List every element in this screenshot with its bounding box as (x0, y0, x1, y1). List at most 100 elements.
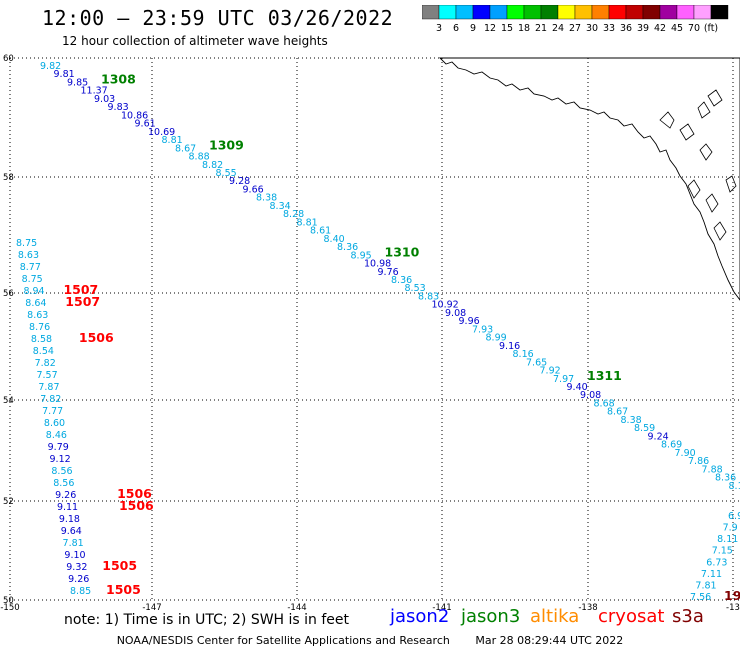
wave-height-label: 9.32 (66, 562, 87, 573)
wave-height-label: 9.66 (243, 184, 264, 195)
wave-height-label: 8.13 (729, 481, 740, 492)
legend-label: 33 (603, 23, 615, 34)
wave-height-label: 8.56 (53, 478, 74, 489)
legend-label: 36 (620, 23, 632, 34)
credit-timestamp: Mar 28 08:29:44 UTC 2022 (475, 634, 624, 647)
pass-time-label: 1311 (587, 368, 622, 383)
wave-height-label: 8.54 (33, 346, 54, 357)
wave-height-label: 8.68 (594, 398, 615, 409)
satellite-legend-cryosat: cryosat (598, 606, 665, 627)
legend-label: 27 (569, 23, 581, 34)
longitude-tick-label: -141 (432, 603, 451, 612)
longitude-tick-label: -13 (726, 603, 740, 612)
coastline-path (438, 57, 740, 301)
wave-height-label: 8.94 (23, 286, 44, 297)
satellite-legend-jason3: jason3 (461, 606, 521, 627)
wave-height-label: 9.26 (68, 574, 89, 585)
legend-label: 70 (688, 23, 700, 34)
pass-time-label: 1506 (79, 330, 114, 345)
altimeter-tracks: 9.829.819.8511.379.039.8310.869.6110.698… (16, 61, 740, 603)
wave-height-label: 8.36 (391, 275, 412, 286)
wave-height-label: 7.77 (42, 406, 63, 417)
legend-label: 39 (637, 23, 649, 34)
wave-height-label: 6.9 (728, 511, 740, 522)
credit-line: NOAA/NESDIS Center for Satellite Applica… (0, 634, 740, 647)
legend-label: 21 (535, 23, 547, 34)
wave-height-label: 8.56 (51, 466, 72, 477)
pass-time-label: 19 (724, 588, 740, 603)
wave-height-label: 8.60 (44, 418, 65, 429)
wave-height-label: 7.81 (695, 580, 716, 591)
wave-height-label: 8.63 (18, 250, 39, 261)
wave-height-label: 8.40 (324, 234, 345, 245)
axis-labels: -150 -147 -144 -141 -138 -13 60 58 56 54 52 50 (0, 54, 740, 612)
footer-note: note: 1) Time is in UTC; 2) SWH is in fe… (64, 612, 350, 628)
wave-height-label: 8.67 (175, 143, 196, 154)
legend-label: 18 (518, 23, 530, 34)
longitude-tick-label: -150 (0, 603, 19, 612)
wave-height-label: 7.82 (40, 394, 61, 405)
wave-height-label: 8.81 (297, 217, 318, 228)
wave-height-label: 8.53 (405, 283, 426, 294)
wave-height-label: 8.83 (418, 291, 439, 302)
pass-time-label: 1506 (119, 498, 154, 513)
legend-label: 15 (501, 23, 513, 34)
wave-height-label: 9.83 (108, 102, 129, 113)
satellite-legend-jason2: jason2 (390, 606, 450, 627)
coastline-alaska (438, 57, 740, 301)
latitude-tick-label: 56 (3, 289, 14, 299)
satellite-legend-s3a: s3a (672, 606, 704, 627)
wave-height-label: 10.98 (364, 259, 391, 270)
wave-height-label: 8.99 (486, 333, 507, 344)
wave-height-label: 9.11 (57, 502, 78, 513)
legend-swatch (710, 5, 729, 20)
wave-height-label: 9.82 (40, 61, 61, 72)
wave-height-label: 9.03 (94, 94, 115, 105)
wave-height-label: 9.81 (54, 69, 75, 80)
wave-height-label: 8.59 (634, 423, 655, 434)
pass-time-label: 1308 (101, 71, 136, 86)
wave-height-label: 8.38 (256, 193, 277, 204)
latitude-tick-label: 54 (3, 396, 14, 406)
map-title: 12:00 — 23:59 UTC 03/26/2022 (42, 6, 394, 30)
wave-height-label: 8.36 (337, 242, 358, 253)
wave-height-label: 9.10 (64, 550, 85, 561)
pass-time-label: 1507 (65, 294, 100, 309)
coastline-islands (659, 89, 737, 241)
wave-height-label: 7.90 (675, 448, 696, 459)
wave-height-label: 7.88 (702, 464, 723, 475)
credit-org: NOAA/NESDIS Center for Satellite Applica… (116, 634, 450, 647)
legend-label: 42 (654, 23, 666, 34)
wave-height-label: 7.15 (712, 546, 733, 557)
wave-height-label: 9.40 (567, 382, 588, 393)
color-scale-legend: 3 6 9 12 15 18 21 24 27 30 33 36 39 42 45 70 (ft) (422, 5, 729, 34)
wave-height-label: 8.63 (27, 310, 48, 321)
wave-height-label: 8.75 (22, 274, 43, 285)
wave-height-label: 8.69 (661, 440, 682, 451)
legend-label: 6 (453, 23, 459, 34)
wave-height-label: 8.11 (717, 534, 738, 545)
wave-height-label: 8.36 (715, 473, 736, 484)
wave-height-label: 9.18 (59, 514, 80, 525)
wave-height-label: 7.92 (540, 366, 561, 377)
wave-height-label: 8.76 (29, 322, 50, 333)
wave-height-label: 8.67 (607, 407, 628, 418)
wave-height-label: 9.26 (55, 490, 76, 501)
wave-height-label: 9.85 (67, 77, 88, 88)
wave-height-label: 10.69 (148, 127, 175, 138)
legend-label: 12 (484, 23, 496, 34)
wave-height-label: 6.73 (706, 557, 727, 568)
wave-height-label: 8.64 (25, 298, 46, 309)
wave-height-label: 7.65 (526, 357, 547, 368)
legend-label: 30 (586, 23, 598, 34)
longitude-tick-label: -138 (578, 603, 597, 612)
wave-height-label: 11.37 (81, 86, 108, 97)
wave-height-label: 8.82 (202, 160, 223, 171)
wave-height-label: 8.16 (513, 349, 534, 360)
wave-height-label: 7.82 (35, 358, 56, 369)
wave-height-label: 8.95 (351, 250, 372, 261)
wave-height-label: 7.81 (63, 538, 84, 549)
wave-height-label: 7.93 (472, 324, 493, 335)
wave-height-label: 9.08 (445, 308, 466, 319)
wave-height-label: 8.81 (162, 135, 183, 146)
